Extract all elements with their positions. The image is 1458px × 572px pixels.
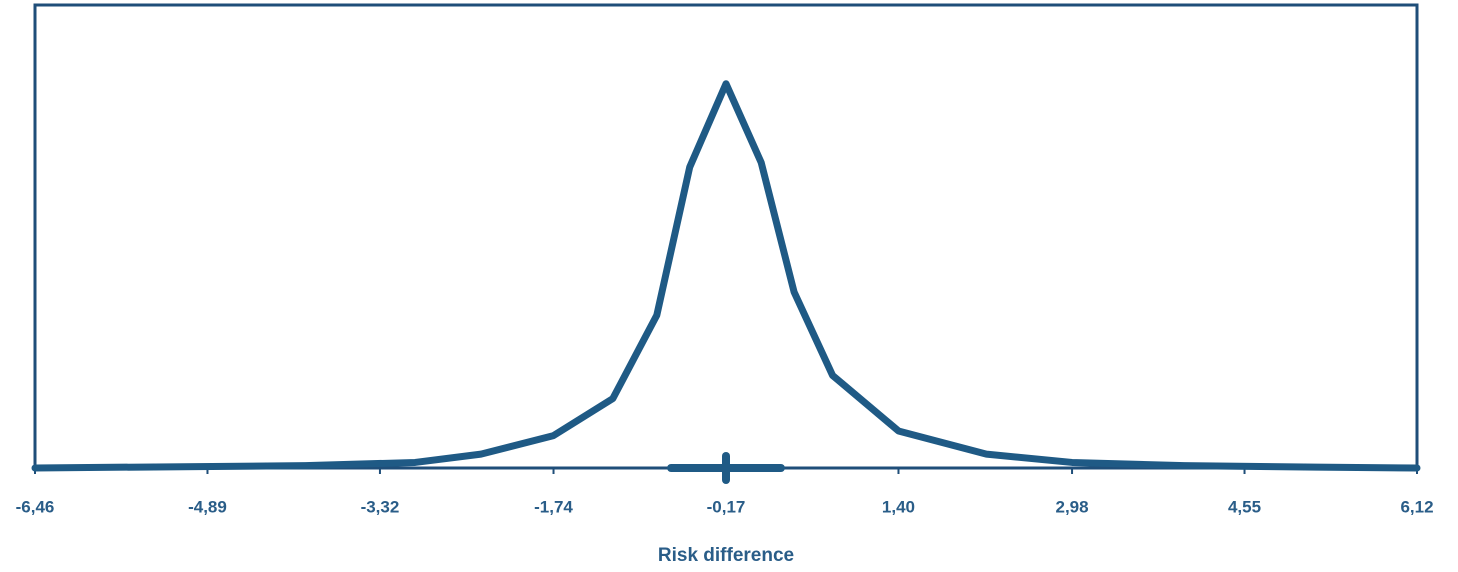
x-tick-label: 6,12 (1400, 497, 1433, 516)
x-tick-label: -4,89 (188, 497, 227, 516)
x-tick-label: -0,17 (707, 497, 746, 516)
x-tick-label: -3,32 (361, 497, 400, 516)
x-tick-label: -6,46 (16, 497, 55, 516)
x-tick-label: -1,74 (534, 497, 573, 516)
plot-frame (35, 5, 1417, 468)
x-tick-label: 2,98 (1056, 497, 1089, 516)
density-line (35, 84, 1417, 468)
x-axis-title: Risk difference (658, 545, 794, 566)
chart: Risk difference -6,46 -4,89 -3,32 -1,74 -0,1… (0, 0, 1458, 572)
x-tick-label: 1,40 (882, 497, 915, 516)
x-tick-label: 4,55 (1228, 497, 1261, 516)
page: {"chart_data": {"type": "line", "x_label… (0, 0, 1458, 572)
